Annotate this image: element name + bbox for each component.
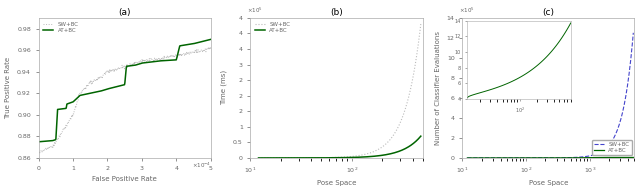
SW+BC [176, 52, 184, 55]
Line: AT+BC: AT+BC [259, 136, 421, 158]
SW+BC [118, 67, 125, 69]
Text: $\times10^{5}$: $\times10^{5}$ [459, 6, 475, 15]
SW+BC [630, 32, 637, 34]
X-axis label: False Positive Rate: False Positive Rate [92, 176, 157, 182]
Line: SW+BC: SW+BC [38, 48, 211, 154]
SW+BC [116, 66, 124, 69]
AT+BC [494, 157, 502, 159]
SW+BC [207, 47, 214, 49]
AT+BC [417, 135, 425, 137]
SW+BC [207, 47, 214, 50]
Y-axis label: True Positive Rate: True Positive Rate [6, 57, 12, 119]
AT+BC [508, 157, 515, 159]
SW+BC [255, 157, 262, 159]
SW+BC [128, 62, 136, 65]
AT+BC [622, 156, 630, 159]
AT+BC [137, 62, 145, 65]
Title: (a): (a) [118, 8, 131, 17]
SW+BC [285, 157, 292, 159]
Line: AT+BC: AT+BC [38, 39, 211, 142]
AT+BC [403, 146, 411, 149]
AT+BC [118, 84, 125, 87]
SW+BC [463, 157, 471, 159]
Y-axis label: Time (ms): Time (ms) [221, 70, 228, 105]
AT+BC [463, 157, 471, 159]
SW+BC [494, 157, 502, 159]
AT+BC [207, 38, 214, 41]
AT+BC [116, 84, 124, 87]
AT+BC [176, 45, 184, 47]
SW+BC [261, 157, 269, 159]
AT+BC [474, 157, 481, 159]
AT+BC [598, 156, 605, 159]
AT+BC [35, 141, 42, 143]
AT+BC [261, 157, 269, 159]
Legend: SW+BC, AT+BC: SW+BC, AT+BC [42, 21, 80, 35]
AT+BC [203, 39, 211, 41]
SW+BC [298, 157, 305, 159]
SW+BC [35, 153, 42, 155]
AT+BC [409, 143, 417, 145]
SW+BC [470, 157, 478, 159]
AT+BC [630, 156, 637, 159]
SW+BC [203, 47, 211, 50]
AT+BC [255, 157, 262, 159]
Y-axis label: Number of Classifier Evaluations: Number of Classifier Evaluations [435, 31, 441, 145]
Text: $\times10^{-4}$: $\times10^{-4}$ [191, 161, 211, 170]
AT+BC [128, 65, 136, 67]
Text: $\times10^{5}$: $\times10^{5}$ [247, 6, 263, 15]
Title: (b): (b) [330, 8, 343, 17]
AT+BC [298, 157, 305, 159]
SW+BC [403, 102, 411, 105]
SW+BC [137, 60, 145, 62]
X-axis label: Pose Space: Pose Space [529, 180, 568, 186]
SW+BC [264, 157, 272, 159]
SW+BC [621, 100, 629, 102]
Line: SW+BC: SW+BC [467, 33, 634, 158]
Legend: SW+BC, AT+BC: SW+BC, AT+BC [592, 140, 632, 155]
SW+BC [474, 157, 481, 159]
Title: (c): (c) [542, 8, 554, 17]
SW+BC [417, 23, 425, 25]
SW+BC [508, 157, 515, 159]
AT+BC [285, 157, 292, 159]
AT+BC [264, 157, 272, 159]
Legend: SW+BC, AT+BC: SW+BC, AT+BC [253, 21, 292, 35]
AT+BC [616, 156, 624, 159]
X-axis label: Pose Space: Pose Space [317, 180, 356, 186]
SW+BC [615, 124, 623, 126]
AT+BC [470, 157, 478, 159]
Line: AT+BC: AT+BC [467, 157, 634, 158]
Line: SW+BC: SW+BC [259, 24, 421, 158]
SW+BC [409, 78, 417, 80]
